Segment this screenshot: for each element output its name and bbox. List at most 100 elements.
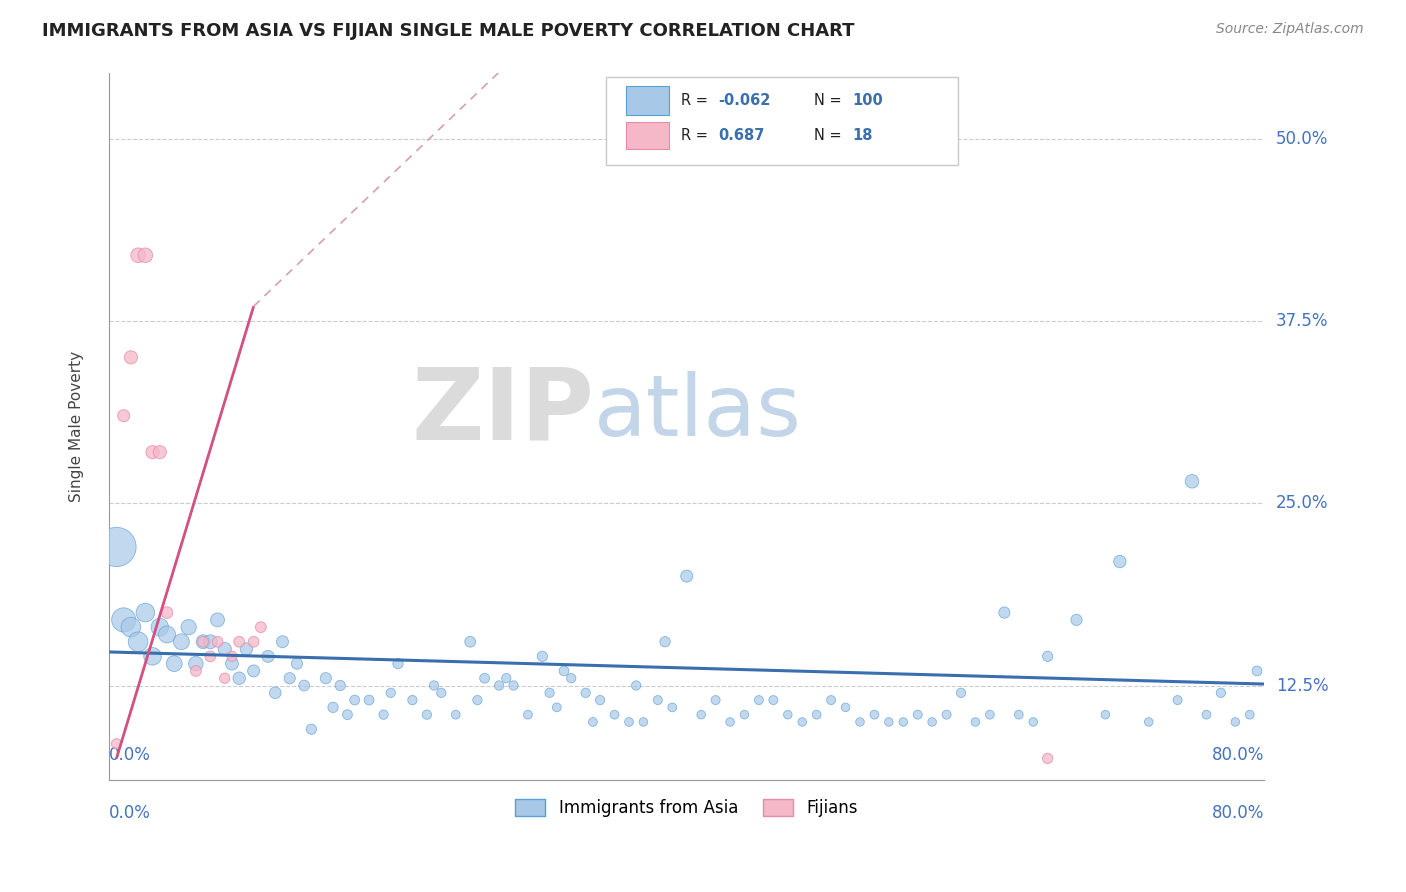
Point xyxy=(228,634,250,648)
Text: 12.5%: 12.5% xyxy=(1275,676,1329,695)
Text: 0.0%: 0.0% xyxy=(110,747,150,764)
Point xyxy=(214,642,236,657)
Point xyxy=(538,686,561,700)
Point xyxy=(1181,475,1204,489)
Text: 50.0%: 50.0% xyxy=(1275,129,1329,147)
Point xyxy=(531,649,554,664)
Point xyxy=(495,671,517,685)
Point xyxy=(560,671,582,685)
Point xyxy=(149,445,172,459)
Point xyxy=(1195,707,1218,722)
Text: N =: N = xyxy=(814,128,846,144)
Point xyxy=(250,620,273,634)
Point xyxy=(221,649,243,664)
Point xyxy=(221,657,243,671)
Point xyxy=(647,693,669,707)
FancyBboxPatch shape xyxy=(606,77,957,165)
Point xyxy=(502,679,524,693)
Point xyxy=(191,634,214,648)
Point xyxy=(1137,714,1160,729)
Point xyxy=(979,707,1001,722)
Point xyxy=(553,664,575,678)
Point xyxy=(285,657,308,671)
Point xyxy=(207,613,229,627)
Point xyxy=(806,707,828,722)
Point xyxy=(184,657,207,671)
Point xyxy=(935,707,957,722)
Point xyxy=(603,707,626,722)
Point xyxy=(359,693,381,707)
Text: -0.062: -0.062 xyxy=(718,93,770,108)
Point xyxy=(228,671,250,685)
Point xyxy=(401,693,423,707)
Point xyxy=(891,714,914,729)
Point xyxy=(184,664,207,678)
Text: 100: 100 xyxy=(852,93,883,108)
Point xyxy=(156,606,179,620)
Point xyxy=(242,664,264,678)
Point xyxy=(458,634,481,648)
Text: Single Male Poverty: Single Male Poverty xyxy=(69,351,84,502)
Point xyxy=(373,707,395,722)
Point xyxy=(112,613,135,627)
Point xyxy=(467,693,489,707)
Point xyxy=(242,634,264,648)
Text: 25.0%: 25.0% xyxy=(1275,494,1329,512)
Point xyxy=(235,642,257,657)
Legend: Immigrants from Asia, Fijians: Immigrants from Asia, Fijians xyxy=(508,790,866,825)
Point xyxy=(444,707,467,722)
Point xyxy=(127,634,149,648)
Point xyxy=(134,248,156,262)
Point xyxy=(1036,649,1059,664)
Point xyxy=(675,569,697,583)
Point xyxy=(142,649,165,664)
Point xyxy=(921,714,943,729)
Point xyxy=(292,679,315,693)
Point xyxy=(120,620,142,634)
Text: atlas: atlas xyxy=(595,371,803,454)
Point xyxy=(704,693,727,707)
Point xyxy=(177,620,200,634)
Point xyxy=(1167,693,1189,707)
Point xyxy=(1108,555,1130,569)
Point xyxy=(661,700,683,714)
Point xyxy=(582,714,605,729)
Point xyxy=(1094,707,1116,722)
Point xyxy=(633,714,655,729)
Point xyxy=(762,693,785,707)
Point xyxy=(299,723,322,737)
Point xyxy=(134,606,156,620)
Point xyxy=(142,445,165,459)
Point xyxy=(546,700,568,714)
Text: Source: ZipAtlas.com: Source: ZipAtlas.com xyxy=(1216,22,1364,37)
Point xyxy=(156,627,179,641)
Text: IMMIGRANTS FROM ASIA VS FIJIAN SINGLE MALE POVERTY CORRELATION CHART: IMMIGRANTS FROM ASIA VS FIJIAN SINGLE MA… xyxy=(42,22,855,40)
Point xyxy=(617,714,640,729)
Point xyxy=(624,679,647,693)
Point xyxy=(734,707,756,722)
Point xyxy=(329,679,352,693)
Point xyxy=(654,634,676,648)
Point xyxy=(127,248,149,262)
Text: 37.5%: 37.5% xyxy=(1275,312,1329,330)
Point xyxy=(163,657,186,671)
Point xyxy=(264,686,287,700)
Point xyxy=(589,693,612,707)
Point xyxy=(907,707,929,722)
Point xyxy=(105,737,128,751)
Point xyxy=(792,714,814,729)
Point xyxy=(315,671,337,685)
Point xyxy=(993,606,1015,620)
Point xyxy=(336,707,359,722)
Point xyxy=(214,671,236,685)
Text: R =: R = xyxy=(681,128,713,144)
Point xyxy=(278,671,301,685)
Point xyxy=(1008,707,1031,722)
Text: 0.687: 0.687 xyxy=(718,128,765,144)
Point xyxy=(170,634,193,648)
Point xyxy=(877,714,900,729)
Point xyxy=(776,707,799,722)
Point xyxy=(965,714,987,729)
Point xyxy=(718,714,741,729)
Text: 0.0%: 0.0% xyxy=(110,804,150,822)
